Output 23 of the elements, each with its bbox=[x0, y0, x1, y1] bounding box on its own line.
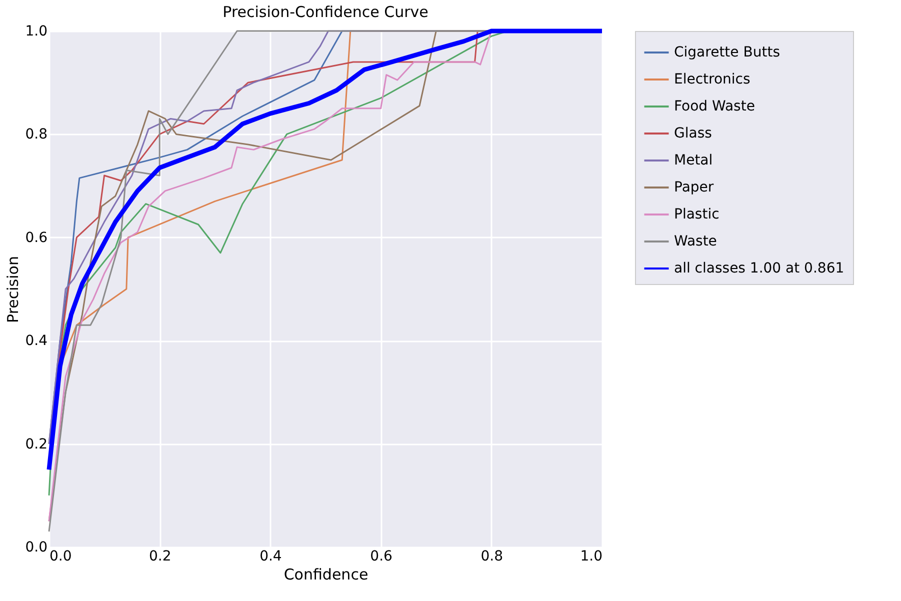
legend-label: Electronics bbox=[674, 72, 750, 88]
legend-label: Paper bbox=[674, 180, 714, 196]
y-axis-title: Precision bbox=[4, 256, 22, 323]
legend-label: Glass bbox=[674, 126, 712, 142]
y-tick-label: 0.2 bbox=[25, 436, 48, 452]
x-tick-label: 1.0 bbox=[580, 548, 602, 564]
y-tick-label: 0.8 bbox=[25, 126, 48, 143]
y-tick-label: 0.4 bbox=[25, 333, 48, 350]
legend-label: Cigarette Butts bbox=[674, 44, 780, 60]
x-tick-label: 0.2 bbox=[148, 548, 172, 564]
legend-label: Waste bbox=[674, 234, 717, 250]
legend-label: Food Waste bbox=[674, 98, 755, 114]
x-tick-label: 0.6 bbox=[370, 548, 393, 564]
x-tick-label: 0.4 bbox=[260, 548, 282, 564]
chart-title: Precision-Confidence Curve bbox=[222, 3, 428, 21]
x-tick-label: 0.0 bbox=[50, 548, 72, 564]
x-axis-title: Confidence bbox=[284, 566, 368, 584]
x-tick-label: 0.8 bbox=[480, 548, 504, 564]
y-tick-label: 0.6 bbox=[25, 230, 48, 246]
legend-label: Metal bbox=[674, 152, 713, 168]
legend-label: Plastic bbox=[674, 206, 720, 222]
legend-label: all classes 1.00 at 0.861 bbox=[674, 260, 844, 276]
y-tick-label: 1.0 bbox=[25, 24, 48, 40]
